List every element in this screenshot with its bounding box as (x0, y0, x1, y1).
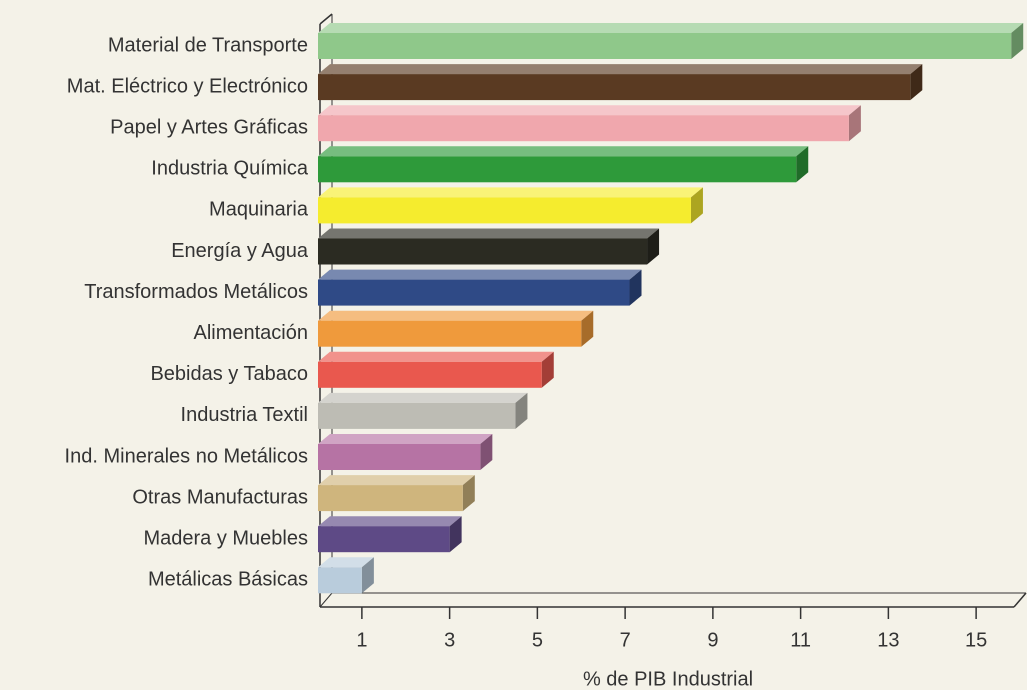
y-tick-label: Ind. Minerales no Metálicos (65, 445, 308, 467)
bar-end (690, 187, 703, 224)
bar-top (318, 434, 493, 444)
x-tick-label: 1 (356, 629, 367, 651)
bar-front (318, 238, 648, 265)
y-tick-label: Madera y Muebles (143, 527, 308, 549)
bar (318, 105, 861, 142)
x-tick-label: 7 (620, 629, 631, 651)
bar-top (318, 228, 660, 239)
bar-top (318, 475, 475, 486)
y-tick-label: Energía y Agua (171, 240, 309, 262)
axis-edge (319, 13, 333, 25)
x-tick-label: 15 (965, 629, 987, 651)
bar-front (318, 320, 582, 347)
bar-front (318, 33, 1012, 59)
bar-end (541, 351, 554, 388)
bar-front (318, 156, 797, 183)
y-tick-label: Industria Textil (181, 404, 308, 426)
bar-top (318, 187, 703, 198)
floor-edge (1013, 592, 1027, 608)
bar (318, 351, 554, 388)
bar-end (848, 105, 861, 142)
bar-top (318, 64, 923, 75)
bar (318, 475, 475, 512)
y-tick-label: Metálicas Básicas (148, 569, 308, 591)
bar-front (318, 485, 463, 512)
bar-front (318, 197, 691, 224)
bar (318, 187, 703, 224)
y-tick-label: Material de Transporte (108, 34, 308, 56)
bar-front (318, 402, 516, 429)
bar-end (515, 392, 528, 429)
bar-end (910, 64, 923, 101)
bar-end (796, 146, 809, 183)
bar-top (318, 146, 809, 157)
bar-front (318, 444, 481, 470)
bar (318, 557, 374, 594)
floor-edge (319, 592, 333, 608)
bar (318, 146, 809, 183)
bar-end (462, 475, 475, 512)
bar-top (318, 269, 642, 280)
x-tick-label: 9 (707, 629, 718, 651)
bar-end (629, 269, 642, 306)
bar (318, 228, 660, 265)
bar-front (318, 74, 911, 101)
bar-front (318, 279, 630, 306)
y-tick-label: Transformados Metálicos (84, 281, 308, 303)
bar-front (318, 115, 849, 142)
bar (318, 516, 462, 553)
bar (318, 392, 528, 429)
bar-end (581, 310, 594, 347)
bar-front (318, 361, 542, 388)
bar (318, 269, 642, 306)
bar-top (318, 310, 594, 321)
bar-front (318, 567, 362, 594)
x-axis-label: % de PIB Industrial (583, 668, 753, 690)
x-tick-label: 13 (877, 629, 899, 651)
bar-end (449, 516, 462, 553)
bar (318, 23, 1024, 59)
bar-top (318, 392, 528, 403)
bar-front (318, 526, 450, 553)
y-tick-label: Maquinaria (209, 199, 309, 221)
bar-top (318, 351, 554, 362)
bar-end (1011, 23, 1024, 59)
x-tick-label: 5 (532, 629, 543, 651)
bar (318, 434, 493, 470)
bar-top (318, 23, 1024, 33)
bar (318, 310, 594, 347)
y-tick-label: Bebidas y Tabaco (150, 363, 308, 385)
y-tick-label: Otras Manufacturas (132, 486, 308, 508)
bar-top (318, 557, 374, 568)
bar (318, 64, 923, 101)
x-tick-label: 3 (444, 629, 455, 651)
y-tick-label: Industria Química (151, 158, 309, 180)
bar-top (318, 516, 462, 527)
y-tick-label: Mat. Eléctrico y Electrónico (67, 75, 308, 97)
y-tick-label: Alimentación (193, 322, 308, 344)
y-tick-label: Papel y Artes Gráficas (110, 116, 308, 138)
bar-end (480, 434, 493, 470)
bar-end (647, 228, 660, 265)
bar-top (318, 105, 861, 116)
x-tick-label: 11 (790, 629, 811, 651)
bar-end (361, 557, 374, 594)
